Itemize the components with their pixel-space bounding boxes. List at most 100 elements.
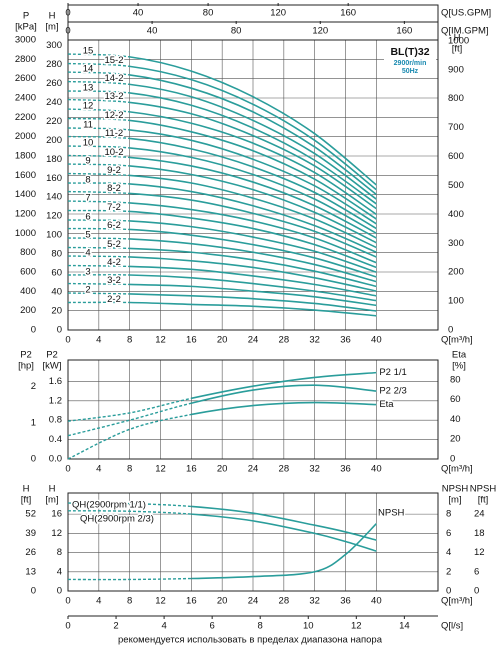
series-line-dashed (67, 145, 130, 149)
x-tick-label: 160 (340, 8, 356, 19)
y-tick-label: 12 (474, 547, 485, 558)
y-tick-label: 100 (46, 230, 62, 241)
x-tick-label: 12 (351, 621, 362, 632)
series-label: 3 (85, 267, 90, 278)
series-line-dashed (67, 292, 130, 295)
y-axis-unit: [ft] (21, 495, 32, 506)
series-line (129, 202, 377, 264)
series-line (129, 156, 377, 239)
model-name: BL(T)32 (390, 46, 429, 58)
series-line-dashed (67, 200, 130, 204)
y-axis-name: Eta (452, 350, 467, 361)
series-line-dashed (67, 237, 130, 240)
model-frequency: 50Hz (402, 68, 419, 75)
y-tick-label: 0 (450, 454, 455, 465)
y-axis-unit: [ft] (478, 495, 489, 506)
series-line (129, 165, 377, 244)
x-tick-label: 0 (65, 464, 70, 475)
x-tick-label: 4 (96, 464, 101, 475)
series-label: 5 (85, 230, 90, 241)
y-tick-label: 240 (46, 97, 62, 108)
series-line-dashed (67, 53, 130, 58)
series-label: 4 (85, 248, 90, 259)
x-tick-label: 120 (270, 8, 286, 19)
y-tick-label: 39 (25, 528, 36, 539)
y-tick-label: 2000 (15, 131, 36, 142)
x-tick-label: 12 (155, 596, 166, 607)
series-label: 15 (83, 46, 94, 57)
plot-frame (67, 39, 439, 331)
y-tick-label: 0 (57, 325, 62, 336)
series-label: 2 (85, 285, 90, 296)
series-line (129, 74, 377, 196)
y-tick-label: 8 (446, 509, 451, 520)
series-line (129, 137, 377, 230)
y-tick-label: 80 (51, 249, 62, 260)
series-line (129, 92, 377, 205)
y-tick-label: 1000 (448, 35, 469, 46)
y-tick-label: 16 (51, 509, 62, 520)
series-line-dashed (67, 510, 192, 515)
y-tick-label: 0 (474, 586, 479, 597)
series-label: 13-2 (104, 91, 123, 102)
series-line (129, 65, 377, 191)
series-label: NPSH (378, 508, 405, 519)
series-line-dashed (67, 117, 130, 122)
x-tick-label: 32 (309, 335, 320, 346)
x-tick-label: 120 (312, 26, 328, 37)
y-axis-name: P2 (46, 350, 58, 361)
series-label: 14-2 (104, 73, 123, 84)
series-line (129, 119, 377, 220)
y-tick-label: 0 (31, 586, 36, 597)
x-tick-label: 12 (155, 464, 166, 475)
y-tick-label: 1.2 (49, 395, 62, 406)
series-line-dashed (67, 71, 130, 76)
series-label: 10-2 (104, 147, 123, 158)
x-tick-label: 8 (127, 596, 132, 607)
y-axis-unit: [kW] (43, 361, 62, 372)
series-label: QH(2900rpm 2/3) (80, 514, 154, 525)
y-tick-label: 26 (25, 547, 36, 558)
y-tick-label: 120 (46, 211, 62, 222)
x-axis-label: Q[m³/h] (441, 464, 473, 475)
series-label: 9-2 (107, 165, 121, 176)
y-tick-label: 2600 (15, 73, 36, 84)
series-line-dashed (67, 246, 130, 250)
series-line (129, 111, 377, 215)
y-tick-label: 280 (46, 59, 62, 70)
y-tick-label: 2800 (15, 54, 36, 65)
y-tick-label: 0 (31, 325, 36, 336)
y-tick-label: 1000 (15, 228, 36, 239)
y-tick-label: 140 (46, 192, 62, 203)
x-tick-label: 16 (186, 596, 197, 607)
y-tick-label: 0 (31, 454, 36, 465)
y-tick-label: 2 (446, 566, 451, 577)
series-line (129, 247, 377, 288)
series-line (129, 192, 377, 258)
y-axis-unit: [%] (452, 361, 466, 372)
y-tick-label: 4 (446, 547, 451, 558)
x-tick-label: 8 (127, 335, 132, 346)
series-line-dashed (67, 182, 130, 185)
x-tick-label: 8 (258, 621, 263, 632)
x-tick-label: 0 (65, 596, 70, 607)
series-line (191, 371, 377, 400)
series-line (191, 505, 377, 541)
y-tick-label: 4 (57, 566, 62, 577)
x-axis-label: Q[l/s] (441, 621, 463, 632)
y-tick-label: 12 (51, 528, 62, 539)
x-tick-label: 40 (371, 596, 382, 607)
x-tick-label: 0 (65, 621, 70, 632)
y-tick-label: 400 (448, 209, 464, 220)
y-tick-label: 0 (446, 586, 451, 597)
x-tick-label: 28 (279, 464, 290, 475)
y-tick-label: 1 (31, 417, 36, 428)
x-axis-label: Q[m³/h] (441, 335, 473, 346)
y-tick-label: 2200 (15, 112, 36, 123)
y-axis-unit: [m] (448, 495, 461, 506)
y-tick-label: 24 (474, 509, 485, 520)
x-tick-label: 36 (340, 596, 351, 607)
series-line-dashed (67, 219, 130, 222)
